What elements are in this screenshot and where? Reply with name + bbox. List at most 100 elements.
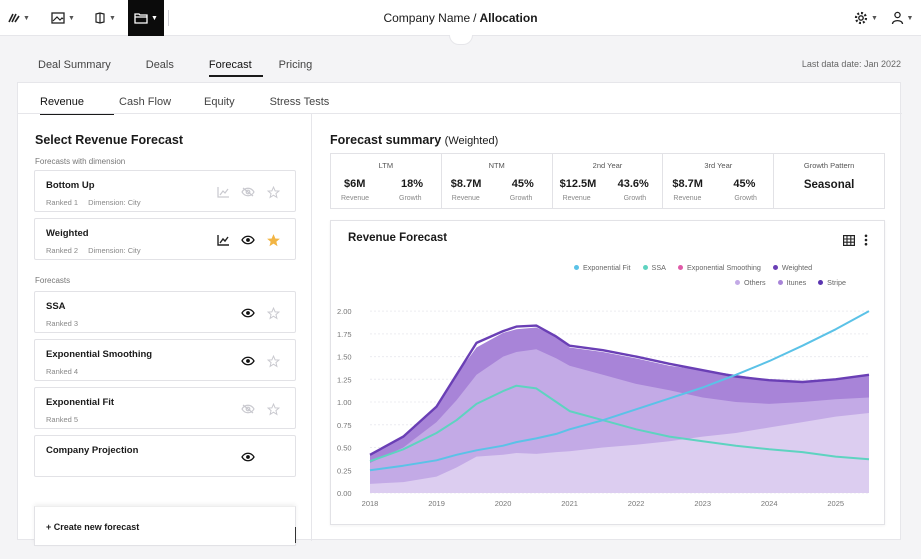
x-tick-label: 2020 bbox=[495, 499, 512, 508]
eye-icon[interactable] bbox=[241, 354, 255, 368]
create-forecast-button[interactable]: + Create new forecast bbox=[34, 506, 296, 546]
tab-deals[interactable]: Deals bbox=[145, 59, 174, 71]
star-icon[interactable] bbox=[266, 354, 280, 368]
growth-label: Growth bbox=[734, 195, 757, 202]
summary-growth: 43.6% bbox=[617, 178, 649, 190]
star-icon[interactable] bbox=[266, 306, 280, 320]
revenue-label: Revenue bbox=[673, 195, 702, 202]
chart-legend-row-2: Others Itunes Stripe bbox=[735, 278, 846, 287]
star-icon[interactable] bbox=[266, 185, 280, 199]
star-filled-icon[interactable] bbox=[266, 233, 280, 247]
tab-equity[interactable]: Equity bbox=[204, 96, 235, 108]
line-weighted bbox=[369, 324, 870, 456]
tab-pricing[interactable]: Pricing bbox=[278, 59, 313, 71]
x-tick-label: 2025 bbox=[827, 499, 844, 508]
eye-icon[interactable] bbox=[241, 450, 255, 464]
x-tick-label: 2018 bbox=[362, 499, 379, 508]
legend-swatch bbox=[735, 280, 740, 285]
user-menu[interactable]: ▼ bbox=[888, 0, 916, 36]
company-name: Company Name bbox=[383, 11, 471, 25]
logo-icon bbox=[8, 13, 20, 23]
legend-swatch bbox=[777, 280, 783, 285]
image-icon bbox=[51, 12, 65, 24]
x-tick-label: 2023 bbox=[694, 499, 711, 508]
legend-item[interactable]: Itunes bbox=[777, 278, 806, 287]
forecast-meta: Ranked 2 Dimension: City bbox=[46, 246, 141, 255]
forecast-rank: Ranked 3 bbox=[46, 319, 79, 328]
line-exponential-fit bbox=[369, 310, 870, 472]
chart-toggle-icon[interactable] bbox=[216, 185, 230, 199]
forecast-dimension: Dimension: City bbox=[88, 198, 141, 207]
forecast-name: Company Projection bbox=[46, 445, 139, 456]
legend-swatch bbox=[677, 265, 683, 270]
tab-stress-tests[interactable]: Stress Tests bbox=[269, 96, 330, 108]
folder-menu[interactable]: ▼ bbox=[128, 0, 164, 36]
y-tick-label: 0.00 bbox=[337, 489, 352, 498]
eye-icon[interactable] bbox=[241, 306, 255, 320]
eye-off-icon[interactable] bbox=[241, 185, 255, 199]
forecast-name: Exponential Smoothing bbox=[46, 349, 153, 360]
eye-icon[interactable] bbox=[241, 233, 255, 247]
legend-label: Others bbox=[744, 278, 766, 287]
topbar-notch[interactable] bbox=[449, 35, 473, 45]
forecast-card-company-projection[interactable]: Company Projection bbox=[34, 435, 296, 477]
revenue-label: Revenue bbox=[341, 195, 370, 202]
y-tick-label: 0.50 bbox=[337, 444, 352, 453]
summary-title: Forecast summary (Weighted) bbox=[330, 133, 498, 147]
chevron-down-icon: ▼ bbox=[151, 14, 158, 22]
forecast-card-weighted[interactable]: Weighted Ranked 2 Dimension: City bbox=[34, 218, 296, 260]
eye-off-icon[interactable] bbox=[241, 402, 255, 416]
legend-item[interactable]: SSA bbox=[642, 263, 666, 272]
growth-pattern-value: Seasonal bbox=[803, 179, 855, 191]
page-title: Company Name / Allocation bbox=[0, 11, 921, 25]
logo-menu[interactable]: ▼ bbox=[6, 0, 32, 36]
summary-head: NTM bbox=[488, 161, 505, 170]
settings-menu[interactable]: ▼ bbox=[852, 0, 880, 36]
growth-label: Growth bbox=[509, 195, 533, 202]
chart-toggle-icon[interactable] bbox=[216, 233, 230, 247]
title-separator: / bbox=[473, 11, 477, 25]
y-tick-label: 0.25 bbox=[337, 466, 352, 475]
legend-item[interactable]: Others bbox=[735, 278, 766, 287]
tab-forecast[interactable]: Forecast bbox=[208, 59, 263, 77]
forecast-summary-table: LTM $6M 18% Revenue Growth NTM $8.7M 45%… bbox=[330, 153, 885, 209]
forecast-card-ssa[interactable]: SSA Ranked 3 bbox=[34, 291, 296, 333]
image-menu[interactable]: ▼ bbox=[50, 0, 76, 36]
chevron-down-icon: ▼ bbox=[68, 14, 75, 22]
legend-item[interactable]: Exponential Fit bbox=[574, 263, 631, 272]
y-tick-label: 0.75 bbox=[337, 421, 352, 430]
y-tick-label: 1.75 bbox=[337, 330, 352, 339]
book-menu[interactable]: ▼ bbox=[92, 0, 118, 36]
summary-col-2nd-year: 2nd Year $12.5M 43.6% Revenue Growth bbox=[553, 154, 664, 208]
chart-title: Revenue Forecast bbox=[348, 232, 448, 244]
legend-item[interactable]: Exponential Smoothing bbox=[677, 263, 761, 272]
forecast-card-exponential-fit[interactable]: Exponential Fit Ranked 5 bbox=[34, 387, 296, 429]
summary-growth: 18% bbox=[401, 178, 424, 190]
tab-deal-summary[interactable]: Deal Summary bbox=[38, 59, 111, 71]
forecast-rank: Ranked 5 bbox=[46, 415, 79, 424]
legend-item[interactable]: Weighted bbox=[772, 263, 812, 272]
summary-head: Growth Pattern bbox=[803, 161, 855, 170]
legend-swatch bbox=[574, 265, 579, 270]
star-icon[interactable] bbox=[266, 402, 280, 416]
forecast-card-bottom-up[interactable]: Bottom Up Ranked 1 Dimension: City bbox=[34, 170, 296, 212]
summary-growth: 45% bbox=[733, 178, 756, 190]
revenue-label: Revenue bbox=[451, 195, 480, 202]
forecast-card-exponential-smoothing[interactable]: Exponential Smoothing Ranked 4 bbox=[34, 339, 296, 381]
table-view-icon[interactable] bbox=[843, 233, 856, 251]
chart-legend-row-1: Exponential Fit SSA Exponential Smoothin… bbox=[574, 263, 812, 272]
x-tick-label: 2021 bbox=[561, 499, 578, 508]
more-options-icon[interactable] bbox=[864, 233, 868, 251]
tab-revenue[interactable]: Revenue bbox=[40, 96, 115, 115]
text-cursor bbox=[295, 527, 296, 543]
sub-tabs: Revenue Cash Flow Equity Stress Tests bbox=[40, 96, 329, 115]
legend-item[interactable]: Stripe bbox=[818, 278, 846, 287]
summary-col-ltm: LTM $6M 18% Revenue Growth bbox=[331, 154, 442, 208]
summary-revenue: $6M bbox=[344, 178, 366, 190]
book-icon bbox=[95, 12, 105, 24]
summary-revenue: $8.7M bbox=[672, 178, 703, 190]
legend-swatch bbox=[772, 265, 778, 270]
tab-cash-flow[interactable]: Cash Flow bbox=[119, 96, 172, 108]
forecast-dimension: Dimension: City bbox=[88, 246, 141, 255]
forecast-rank: Ranked 4 bbox=[46, 367, 79, 376]
